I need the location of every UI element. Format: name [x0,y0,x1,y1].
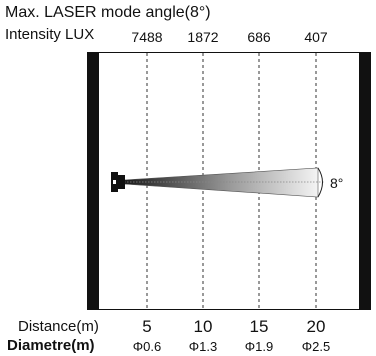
diagram-title: Max. LASER mode angle(8°) [5,4,211,21]
left-frame-bar [87,52,99,310]
lux-value-15m: 686 [247,29,271,45]
laser-beam [123,167,319,198]
diameter-value-15m: Φ1.9 [244,339,274,354]
lux-value-10m: 1872 [187,29,219,45]
beam-angle-arc [317,167,323,198]
diameter-value-5m: Φ0.6 [132,339,162,354]
lux-value-5m: 7488 [131,29,163,45]
laser-fixture-icon [111,172,125,192]
diameter-label: Diametre(m) [7,337,95,354]
beam-angle-label: 8° [330,175,343,191]
diameter-value-10m: Φ1.3 [188,339,218,354]
diameter-value-20m: Φ2.5 [301,339,331,354]
right-frame-bar [359,52,371,310]
lux-value-20m: 407 [304,29,328,45]
distance-value-20m: 20 [306,317,326,336]
distance-value-15m: 15 [249,317,269,336]
distance-label: Distance(m) [18,318,99,335]
distance-value-5m: 5 [142,317,152,336]
intensity-label: Intensity LUX [5,26,95,43]
distance-value-10m: 10 [193,317,213,336]
